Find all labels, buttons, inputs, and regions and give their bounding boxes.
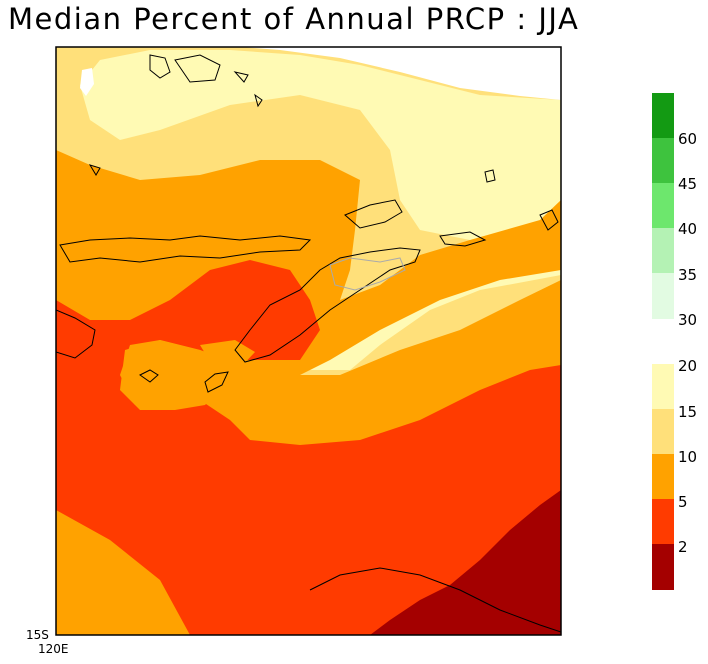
coastline [539,209,559,231]
coastline [59,235,312,263]
contour-band-above-20 [240,47,561,100]
coastline [149,54,171,79]
legend-tick: 15 [678,403,698,421]
coastline [344,199,403,229]
coastline [309,567,561,633]
coastline [139,369,159,383]
contour-band-5-10 [120,340,230,410]
coastline [439,231,487,247]
legend-tick: 10 [678,448,698,466]
coastline [174,54,221,83]
legend-upper [652,93,674,319]
latitude-label: 15S [26,628,49,642]
contour-band-below-2 [370,490,561,635]
legend-swatch [652,544,674,590]
legend-tick: 30 [678,311,698,329]
legend-tick: 45 [678,175,698,193]
legend-tick: 35 [678,266,698,284]
legend-swatch [652,228,674,274]
legend-tick: 60 [678,130,698,148]
coastline [484,169,496,183]
legend-tick: 5 [678,493,688,511]
legend-tick: 20 [678,357,698,375]
longitude-label: 120E [38,642,69,656]
legend-swatch [652,409,674,455]
map-title: Median Percent of Annual PRCP : JJA [8,2,580,36]
legend-swatch [652,454,674,500]
legend-swatch [652,138,674,184]
coastline [204,371,229,393]
legend-swatch [652,499,674,545]
legend-swatch [652,183,674,229]
legend-swatch [652,93,674,139]
coastline [88,164,101,176]
border-line [329,257,406,291]
legend-swatch [652,273,674,319]
contour-band-above-20 [80,68,94,96]
legend-tick: 40 [678,220,698,238]
map-frame [55,46,562,636]
coastline [234,247,421,363]
contour-band-15-20 [56,47,561,250]
coastline [254,93,263,108]
legend-tick: 2 [678,538,688,556]
contour-band-5-10 [200,340,255,370]
coastline [233,71,249,83]
coastline [56,309,96,359]
legend-lower [652,364,674,590]
legend-swatch [652,364,674,410]
contour-band-2-5 [56,260,561,635]
